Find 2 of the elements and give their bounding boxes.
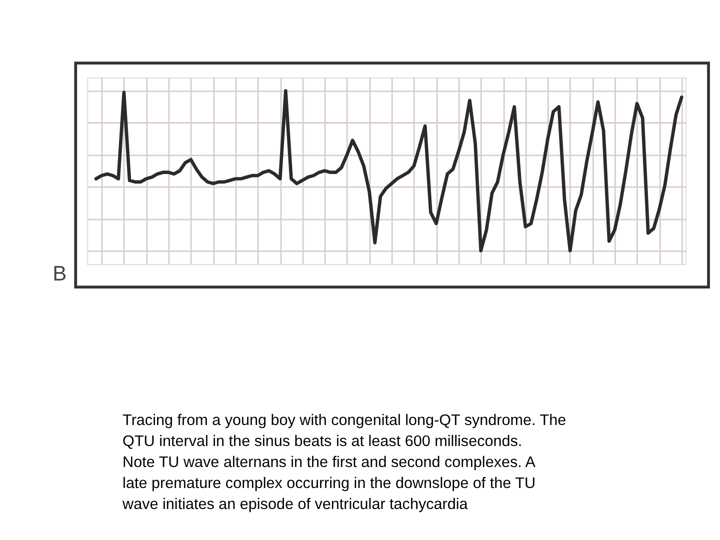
text: Tracing from a young boy with congenital long-QT syndrome. The QTU interval in the sinus beats is at least 600 milliseconds. Note TU wave alternans in the first and second complexes. A late premature complex occurring in the downslope of the TU wave initiates an episode of ventricular tachycardia: [122, 412, 566, 514]
text: B: [52, 262, 67, 286]
